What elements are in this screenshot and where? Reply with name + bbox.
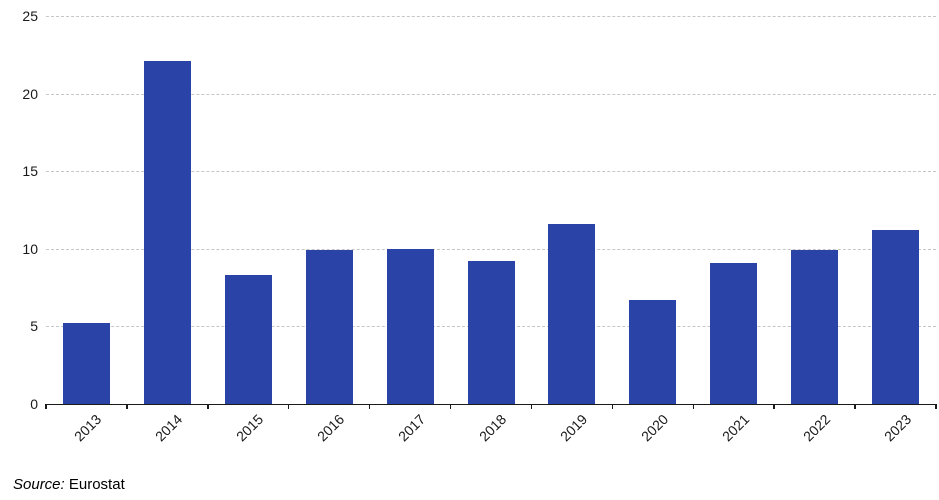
gridline-y-25 (46, 16, 936, 17)
x-axis-line (46, 403, 936, 405)
source-value: Eurostat (64, 476, 125, 493)
x-axis-tick (207, 404, 209, 409)
y-axis-tick-label-5: 5 (30, 318, 38, 335)
x-axis-tick (287, 404, 290, 409)
x-axis-label-2018: 2018 (475, 411, 510, 445)
x-axis-label-2016: 2016 (314, 411, 348, 445)
x-axis-label-2015: 2015 (233, 411, 267, 445)
source-label: Source: (13, 476, 65, 493)
x-axis-tick (773, 404, 775, 409)
x-axis-tick (126, 404, 128, 409)
y-axis-tick-label-15: 15 (22, 163, 38, 180)
bar-2021 (710, 262, 758, 404)
x-axis-label-2013: 2013 (71, 411, 105, 445)
bar-2013 (62, 323, 110, 404)
y-axis-tick-label-0: 0 (30, 396, 38, 412)
bar-2019 (548, 223, 596, 404)
gridline-y-15 (46, 171, 936, 173)
bar-2023 (872, 230, 920, 404)
x-axis-tick (449, 404, 452, 409)
y-axis-tick-label-10: 10 (22, 240, 38, 257)
x-axis-tick (530, 404, 533, 409)
x-axis-tick (935, 404, 937, 409)
gridline-y-20 (46, 93, 936, 95)
bar-2014 (143, 61, 191, 404)
y-axis-tick-label-25: 25 (22, 8, 38, 24)
bar-2017 (386, 248, 434, 404)
bar-2015 (224, 275, 272, 404)
source-note: Source: Eurostat (13, 476, 125, 493)
x-axis-tick (854, 404, 856, 409)
x-axis-tick (45, 404, 47, 409)
x-axis-tick (611, 404, 614, 409)
x-axis-tick (692, 404, 695, 409)
bar-2020 (629, 300, 677, 404)
x-axis-label-2021: 2021 (718, 411, 753, 445)
x-axis-label-2022: 2022 (799, 411, 833, 445)
gridline-y-10 (46, 248, 936, 250)
x-axis-tick (368, 404, 371, 409)
bar-2016 (305, 250, 353, 404)
y-axis-tick-label-20: 20 (22, 85, 38, 102)
bar-2022 (791, 250, 839, 404)
x-axis-label-2023: 2023 (880, 411, 914, 445)
x-axis-label-2019: 2019 (556, 411, 591, 445)
x-axis-label-2020: 2020 (637, 411, 672, 445)
x-axis-label-2014: 2014 (152, 411, 186, 445)
bar-2018 (467, 261, 515, 404)
plot-area (45, 16, 937, 409)
x-axis-label-2017: 2017 (395, 411, 429, 445)
